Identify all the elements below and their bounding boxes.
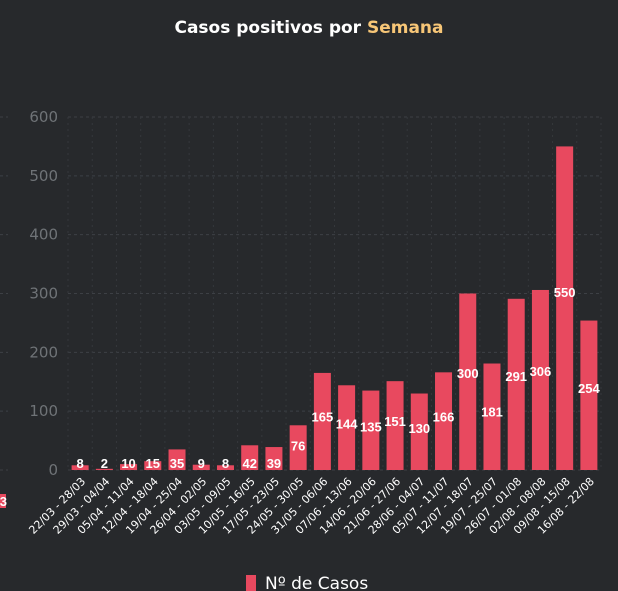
data-label: 291 [505,369,527,384]
data-label: 130 [408,421,430,436]
data-label: 15 [146,456,160,471]
bar [144,461,162,470]
left-partial-panel: 3 [0,116,8,509]
y-tick-label: 200 [29,343,58,361]
bar [265,447,283,470]
bar [386,381,404,470]
y-tick-label: 100 [29,402,58,420]
data-label: 165 [312,410,334,425]
data-label: 8 [76,456,83,471]
bar [168,449,186,470]
legend[interactable]: Nº de Casos [246,574,368,591]
data-label: 76 [291,438,305,453]
data-label: 151 [384,414,406,429]
chart-title-prefix: Casos positivos por [174,18,362,38]
data-label: 42 [242,456,256,471]
bar [435,372,453,470]
y-tick-label: 0 [48,461,58,479]
data-label: 10 [121,456,135,471]
y-axis: 0 100 200 300 400 500 600 [29,108,58,479]
chart-title: Casos positivos por Semana [0,18,618,38]
bar [71,465,89,470]
bar [459,293,477,470]
data-label: 254 [578,381,600,396]
bar [362,390,380,470]
bar [483,363,501,470]
bar [120,464,138,470]
data-label: 2 [101,456,108,471]
bar [531,289,549,470]
data-label: 550 [554,285,576,300]
data-label: 9 [198,456,205,471]
bar [216,465,234,470]
data-label: 39 [267,456,281,471]
bar [289,425,307,470]
bar [192,464,210,470]
data-label: 181 [481,404,503,419]
data-label: 8 [222,456,229,471]
data-label: 306 [530,364,552,379]
left-partial-data-label: 3 [0,494,7,509]
data-label: 144 [336,416,358,431]
data-label: 135 [360,419,382,434]
data-label: 166 [433,409,455,424]
y-tick-label: 400 [29,226,58,244]
bar [507,298,525,470]
bar [410,393,428,470]
bar [556,146,574,470]
bar [241,445,259,470]
chart-title-accent: Semana [366,18,444,38]
y-tick-label: 600 [29,108,58,126]
bar [580,320,598,470]
legend-swatch [246,575,256,591]
legend-label: Nº de Casos [265,574,368,591]
data-label: 35 [170,456,184,471]
bar [313,372,331,470]
data-label: 300 [457,366,479,381]
left-partial-bar [0,494,6,508]
y-tick-label: 500 [29,167,58,185]
bar [95,468,113,470]
y-tick-label: 300 [29,285,58,303]
bars [71,146,598,470]
bar [338,385,356,470]
